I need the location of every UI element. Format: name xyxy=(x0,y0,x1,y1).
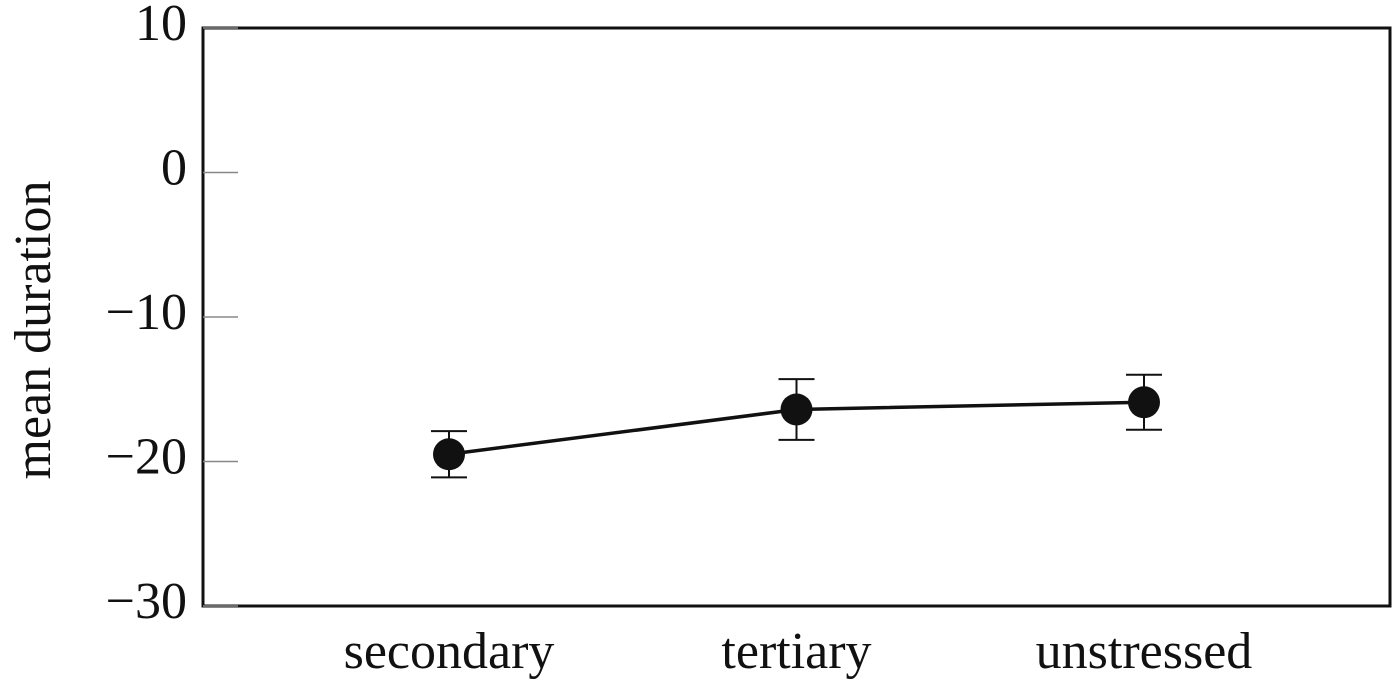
plot-frame xyxy=(201,26,1392,608)
y-tick-label: −20 xyxy=(106,428,187,485)
y-tick-label: 0 xyxy=(161,139,187,196)
y-tick-label: −30 xyxy=(106,573,187,630)
y-tick-label: −10 xyxy=(106,284,187,341)
data-point xyxy=(780,393,813,426)
x-tick-label: tertiary xyxy=(721,623,871,680)
data-point xyxy=(1128,386,1160,419)
x-tick-label: secondary xyxy=(344,623,555,680)
y-tick-label: 10 xyxy=(135,0,187,52)
data-point xyxy=(433,438,465,471)
y-axis-label: mean duration xyxy=(5,181,62,480)
x-tick-label: unstressed xyxy=(1036,623,1253,680)
